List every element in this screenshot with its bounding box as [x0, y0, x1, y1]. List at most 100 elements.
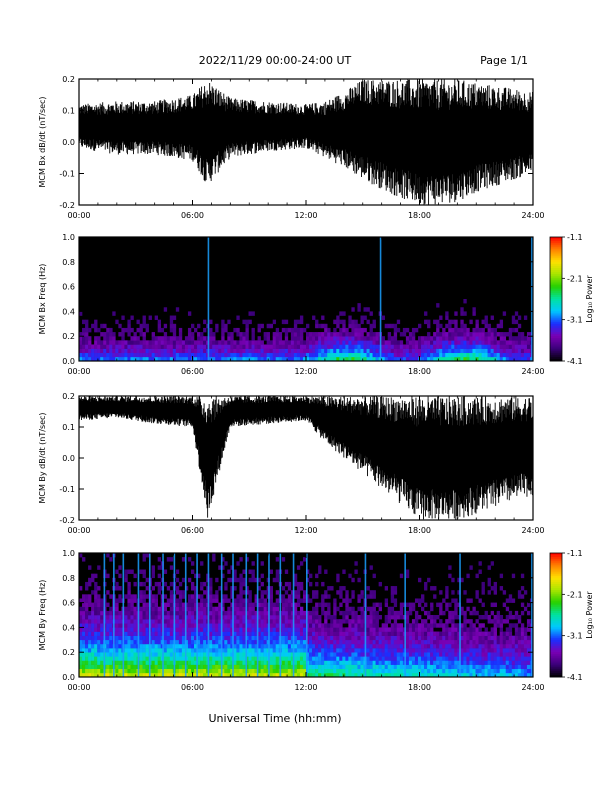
spectrogram-cell — [342, 344, 346, 349]
spectrogram-cell — [351, 635, 355, 641]
spectrogram-cell — [97, 327, 101, 333]
spectrogram-cell — [154, 643, 158, 649]
spectrogram-cell — [514, 352, 519, 358]
spectrogram-cell — [178, 668, 183, 674]
spectrogram-cell — [511, 319, 516, 325]
spectrogram-cell — [357, 344, 361, 349]
spectrogram-cell — [200, 660, 204, 665]
spectrogram-cell — [257, 344, 261, 349]
spectrogram-cell — [342, 311, 346, 316]
spectrogram-cell — [321, 356, 325, 361]
spectrogram-cell — [457, 635, 461, 641]
spectrogram-cell — [187, 672, 192, 677]
spectrogram-cell — [127, 656, 131, 661]
spectrogram-cell — [490, 656, 494, 661]
spectrogram-cell — [393, 586, 398, 591]
spectrogram-cell — [421, 352, 425, 358]
spectrogram-cell — [299, 598, 304, 603]
spectrogram-cell — [293, 606, 298, 612]
spectrogram-cell — [251, 652, 255, 657]
spectrogram-cell — [390, 594, 395, 599]
spectrogram-cell — [290, 344, 295, 349]
spectrogram-streak — [184, 553, 187, 677]
spectrogram-cell — [378, 615, 382, 620]
spectrogram-cell — [508, 643, 513, 649]
spectrogram-cell — [184, 672, 189, 677]
spectrogram-cell — [369, 656, 373, 661]
spectrogram-cell — [299, 352, 304, 358]
colorbar-segment — [550, 581, 562, 585]
spectrogram-cell — [342, 569, 346, 574]
spectrogram-cell — [318, 635, 322, 641]
spectrogram-cell — [133, 631, 137, 636]
spectrogram-cell — [97, 627, 101, 632]
spectrogram-cell — [424, 660, 428, 665]
spectrogram-cell — [360, 652, 364, 657]
spectrogram-cell — [85, 344, 89, 349]
spectrogram-cell — [97, 606, 101, 612]
spectrogram-cell — [312, 336, 316, 341]
spectrogram-cell — [348, 598, 352, 603]
spectrogram-cell — [269, 598, 274, 603]
spectrogram-cell — [190, 627, 195, 632]
spectrogram-cell — [239, 573, 243, 579]
spectrogram-cell — [209, 631, 213, 636]
spectrogram-cell — [306, 598, 310, 603]
spectrogram-cell — [499, 648, 504, 653]
spectrogram-cell — [321, 627, 325, 632]
spectrogram-cell — [324, 344, 328, 349]
spectrogram-cell — [451, 664, 455, 670]
spectrogram-cell — [290, 336, 295, 341]
spectrogram-cell — [345, 615, 349, 620]
spectrogram-cell — [124, 352, 128, 358]
spectrogram-cell — [290, 631, 295, 636]
spectrogram-cell — [345, 356, 349, 361]
spectrogram-cell — [366, 332, 370, 337]
spectrogram-cell — [169, 635, 174, 641]
spectrogram-cell — [133, 664, 137, 670]
spectrogram-cell — [139, 668, 143, 674]
spectrogram-cell — [190, 639, 195, 645]
spectrogram-cell — [293, 652, 298, 657]
spectrogram-cell — [215, 623, 219, 628]
spectrogram-cell — [251, 344, 255, 349]
spectrogram-cell — [106, 332, 110, 337]
spectrogram-cell — [260, 590, 264, 595]
spectrogram-cell — [187, 557, 192, 562]
spectrogram-cell — [79, 336, 83, 341]
spectrogram-cell — [306, 577, 310, 583]
spectrogram-cell — [375, 619, 379, 624]
spectrogram-cell — [427, 332, 431, 337]
spectrogram-cell — [478, 352, 482, 358]
spectrogram-cell — [478, 664, 482, 670]
spectrogram-cell — [414, 656, 419, 661]
spectrogram-cell — [245, 627, 249, 632]
spectrogram-cell — [357, 660, 361, 665]
spectrogram-cell — [342, 348, 346, 354]
spectrogram-cell — [221, 627, 225, 632]
spectrogram-cell — [154, 652, 158, 657]
colorbar-frame — [549, 552, 563, 678]
spectrogram-cell — [299, 668, 304, 674]
spectrogram-cell — [414, 348, 419, 354]
spectrogram-cell — [145, 643, 149, 649]
spectrogram-cell — [433, 348, 437, 354]
spectrogram-cell — [242, 352, 246, 358]
spectrogram-cell — [172, 332, 177, 337]
spectrogram-cell — [85, 648, 89, 653]
colorbar-segment — [550, 342, 562, 345]
spectrogram-cell — [103, 336, 107, 341]
spectrogram-cell — [309, 652, 313, 657]
spectrogram-cell — [287, 581, 292, 587]
spectrogram-cell — [387, 631, 392, 636]
spectrogram-cell — [478, 336, 482, 341]
spectrogram-cell — [481, 635, 485, 641]
spectrogram-cell — [411, 672, 416, 677]
spectrogram-cell — [421, 594, 425, 599]
spectrogram-cell — [178, 652, 183, 657]
spectrogram-cell — [121, 356, 125, 361]
spectrogram-cell — [224, 656, 228, 661]
spectrogram-cell — [463, 610, 467, 616]
spectrogram-cell — [184, 631, 189, 636]
spectrogram-cell — [336, 648, 340, 653]
